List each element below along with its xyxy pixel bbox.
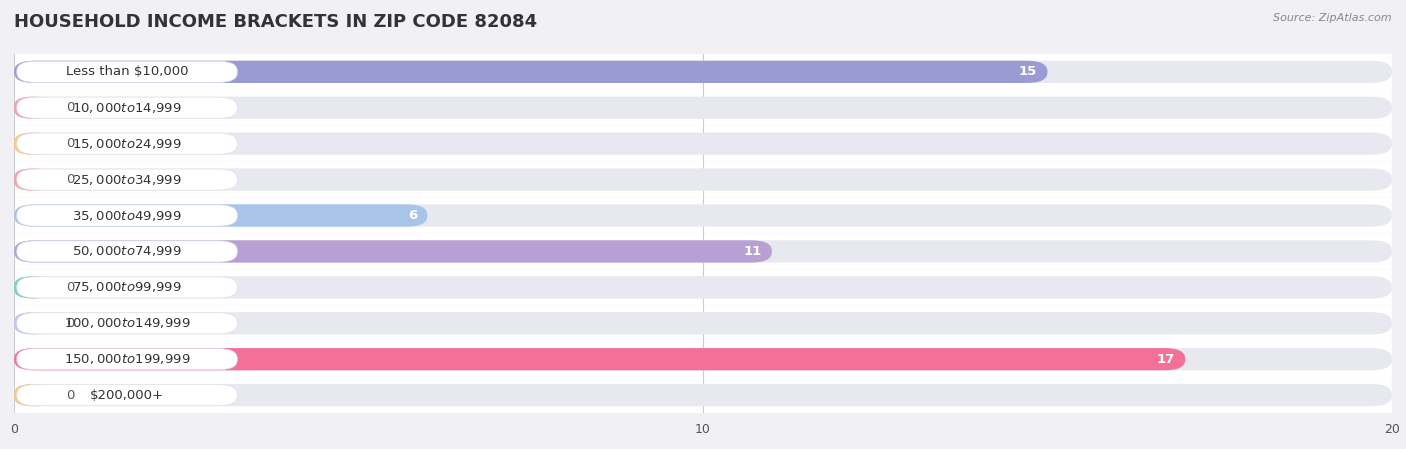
Text: $75,000 to $99,999: $75,000 to $99,999	[72, 280, 181, 295]
FancyBboxPatch shape	[14, 240, 772, 263]
Text: 6: 6	[408, 209, 418, 222]
FancyBboxPatch shape	[17, 169, 238, 190]
Text: $100,000 to $149,999: $100,000 to $149,999	[63, 316, 190, 330]
FancyBboxPatch shape	[14, 97, 52, 119]
FancyBboxPatch shape	[14, 384, 1392, 406]
FancyBboxPatch shape	[14, 384, 52, 406]
FancyBboxPatch shape	[14, 204, 1392, 227]
Text: $150,000 to $199,999: $150,000 to $199,999	[63, 352, 190, 366]
FancyBboxPatch shape	[14, 162, 1392, 198]
FancyBboxPatch shape	[14, 168, 1392, 191]
FancyBboxPatch shape	[17, 384, 238, 406]
FancyBboxPatch shape	[14, 204, 427, 227]
FancyBboxPatch shape	[14, 126, 1392, 162]
Text: 0: 0	[66, 173, 75, 186]
FancyBboxPatch shape	[14, 312, 52, 335]
FancyBboxPatch shape	[14, 341, 1392, 377]
Text: 11: 11	[744, 245, 762, 258]
FancyBboxPatch shape	[17, 97, 238, 119]
FancyBboxPatch shape	[14, 276, 52, 299]
Text: $25,000 to $34,999: $25,000 to $34,999	[72, 172, 181, 187]
Text: $50,000 to $74,999: $50,000 to $74,999	[72, 244, 181, 259]
FancyBboxPatch shape	[14, 61, 1047, 83]
Text: 0: 0	[66, 101, 75, 114]
FancyBboxPatch shape	[14, 90, 1392, 126]
FancyBboxPatch shape	[17, 61, 238, 83]
FancyBboxPatch shape	[17, 313, 238, 334]
FancyBboxPatch shape	[14, 377, 1392, 413]
Text: 15: 15	[1019, 66, 1038, 78]
Text: $35,000 to $49,999: $35,000 to $49,999	[72, 208, 181, 223]
FancyBboxPatch shape	[14, 276, 1392, 299]
Text: 0: 0	[66, 281, 75, 294]
FancyBboxPatch shape	[14, 132, 1392, 155]
Text: 17: 17	[1157, 353, 1175, 365]
FancyBboxPatch shape	[17, 241, 238, 262]
Text: $200,000+: $200,000+	[90, 389, 165, 401]
FancyBboxPatch shape	[14, 54, 1392, 90]
FancyBboxPatch shape	[14, 233, 1392, 269]
FancyBboxPatch shape	[17, 205, 238, 226]
FancyBboxPatch shape	[14, 348, 1185, 370]
FancyBboxPatch shape	[14, 305, 1392, 341]
FancyBboxPatch shape	[17, 348, 238, 370]
Text: Source: ZipAtlas.com: Source: ZipAtlas.com	[1274, 13, 1392, 23]
Text: 0: 0	[66, 137, 75, 150]
Text: 0: 0	[66, 317, 75, 330]
Text: Less than $10,000: Less than $10,000	[66, 66, 188, 78]
Text: HOUSEHOLD INCOME BRACKETS IN ZIP CODE 82084: HOUSEHOLD INCOME BRACKETS IN ZIP CODE 82…	[14, 13, 537, 31]
Text: 0: 0	[66, 389, 75, 401]
Text: $15,000 to $24,999: $15,000 to $24,999	[72, 136, 181, 151]
FancyBboxPatch shape	[17, 277, 238, 298]
FancyBboxPatch shape	[14, 132, 52, 155]
FancyBboxPatch shape	[14, 240, 1392, 263]
FancyBboxPatch shape	[14, 269, 1392, 305]
FancyBboxPatch shape	[14, 312, 1392, 335]
FancyBboxPatch shape	[14, 198, 1392, 233]
FancyBboxPatch shape	[14, 348, 1392, 370]
Text: $10,000 to $14,999: $10,000 to $14,999	[72, 101, 181, 115]
FancyBboxPatch shape	[14, 61, 1392, 83]
FancyBboxPatch shape	[14, 168, 52, 191]
FancyBboxPatch shape	[17, 133, 238, 154]
FancyBboxPatch shape	[14, 97, 1392, 119]
